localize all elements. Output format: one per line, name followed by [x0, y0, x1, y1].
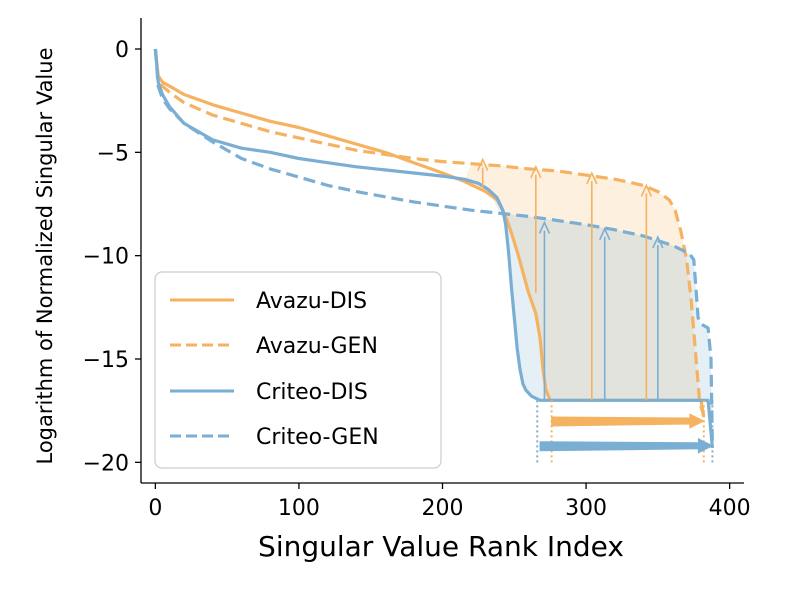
legend-label-criteo-dis: Criteo-DIS [256, 380, 368, 405]
annotation-arrows [476, 157, 714, 463]
legend-entry-criteo-gen: Criteo-GEN [170, 425, 379, 450]
x-tick-label-0: 0 [148, 496, 162, 521]
axes: 0 100 200 300 400 0 −5 −10 −15 −20 [83, 18, 751, 521]
avazu-gap-region [464, 163, 704, 417]
x-tick-label-200: 200 [422, 496, 464, 521]
legend-entry-criteo-dis: Criteo-DIS [170, 380, 368, 405]
x-tick-label-400: 400 [709, 496, 751, 521]
y-axis-label: Logarithm of Normalized Singular Value [33, 48, 57, 465]
legend-frame [154, 271, 442, 469]
series-line-criteo-dis [153, 48, 714, 449]
legend-label-criteo-gen: Criteo-GEN [256, 425, 379, 450]
x-tick-label-300: 300 [565, 496, 607, 521]
legend-entry-avazu-dis: Avazu-DIS [170, 289, 367, 314]
x-tick-label-100: 100 [278, 496, 320, 521]
series-line-criteo-gen [153, 48, 714, 448]
y-tick-label-5: −5 [97, 141, 129, 166]
x-axis-label: Singular Value Rank Index [258, 530, 624, 563]
legend-label-avazu-gen: Avazu-GEN [256, 334, 378, 359]
y-tick-label-20: −20 [83, 451, 129, 476]
rank-arrow-criteo [539, 437, 714, 454]
y-tick-label-10: −10 [83, 245, 129, 270]
series-line-avazu-gen [153, 48, 706, 418]
gap-arrow-head-3 [640, 183, 653, 197]
series-line-avazu-dis [153, 48, 706, 418]
y-tick-label-0: 0 [115, 38, 129, 63]
gap-arrow-head-6 [652, 235, 664, 249]
gap-arrow-head-2 [586, 171, 598, 185]
legend-label-avazu-dis: Avazu-DIS [256, 289, 367, 314]
gap-arrow-head-1 [530, 164, 542, 179]
legend: Avazu-DIS Avazu-GEN Criteo-DIS Criteo-GE… [154, 271, 442, 469]
gap-arrow-head-4 [538, 220, 551, 234]
y-tick-label-15: −15 [83, 348, 129, 373]
gap-arrow-head-5 [599, 226, 611, 241]
gap-arrow-head-0 [476, 157, 489, 171]
legend-entry-avazu-gen: Avazu-GEN [170, 334, 378, 359]
series-lines [153, 48, 714, 449]
rank-arrow-avazu [551, 413, 705, 429]
